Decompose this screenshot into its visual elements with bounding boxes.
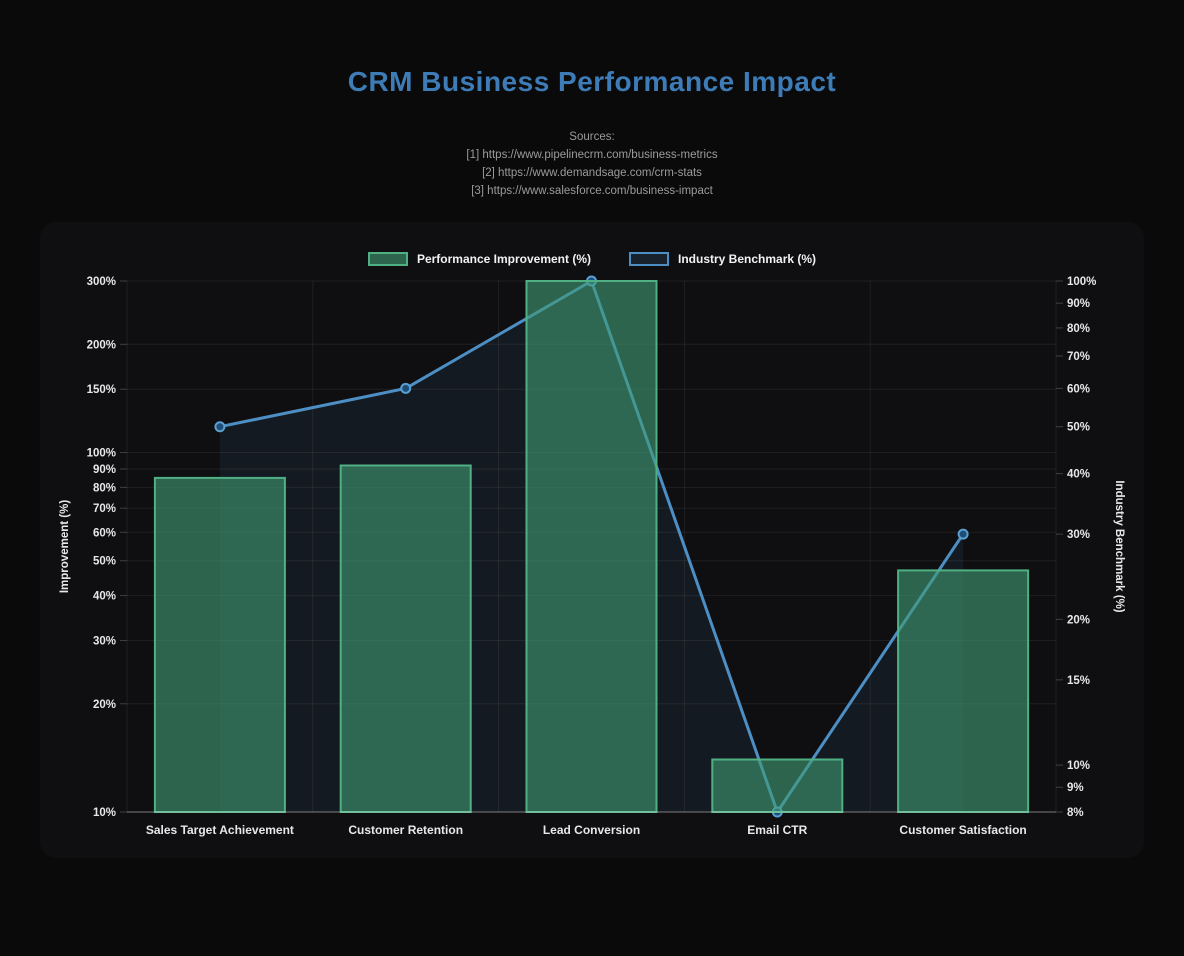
x-axis-label-customer-satisfaction: Customer Satisfaction (899, 823, 1026, 837)
right-axis-tick-8: 8% (1067, 807, 1084, 819)
bar-lead-conversion[interactable] (525, 280, 658, 813)
left-axis-tick-20: 20% (93, 699, 116, 711)
left-axis-tick-10: 10% (93, 807, 116, 819)
left-axis-tick-70: 70% (93, 503, 116, 515)
left-axis-tick-50: 50% (93, 556, 116, 568)
left-axis-tick-80: 80% (93, 482, 116, 494)
source-line-3: [3] https://www.salesforce.com/business-… (471, 185, 713, 197)
right-axis-tick-9: 9% (1067, 782, 1084, 794)
source-line-2: [2] https://www.demandsage.com/crm-stats (482, 167, 702, 179)
x-axis-label-sales-target-achievement: Sales Target Achievement (146, 823, 294, 837)
point-customer-satisfaction[interactable] (957, 528, 969, 540)
right-axis-tick-80: 80% (1067, 323, 1090, 335)
bar-email-ctr[interactable] (711, 758, 844, 813)
bar-customer-retention[interactable] (339, 464, 472, 813)
left-axis-tick-40: 40% (93, 591, 116, 603)
left-axis-title: Improvement (%) (59, 500, 71, 593)
point-customer-retention[interactable] (400, 382, 412, 394)
left-axis-tick-300: 300% (87, 276, 116, 288)
legend-swatch-performance-improvement (367, 252, 408, 266)
legend-item-performance-improvement[interactable]: Performance Improvement (%) (367, 252, 591, 266)
right-axis-title: Industry Benchmark (%) (1113, 480, 1125, 612)
right-axis-tick-60: 60% (1067, 383, 1090, 395)
x-axis-label-email-ctr: Email CTR (747, 823, 807, 837)
left-axis-tick-30: 30% (93, 635, 116, 647)
left-axis-tick-100: 100% (87, 448, 116, 460)
left-axis-tick-90: 90% (93, 464, 116, 476)
legend-item-industry-benchmark[interactable]: Industry Benchmark (%) (629, 252, 816, 266)
right-axis-tick-20: 20% (1067, 614, 1090, 626)
sources-heading: Sources: (569, 131, 615, 143)
right-axis-tick-50: 50% (1067, 422, 1090, 434)
x-axis-label-customer-retention: Customer Retention (348, 823, 463, 837)
bar-customer-satisfaction[interactable] (897, 569, 1030, 813)
left-axis-tick-150: 150% (87, 384, 116, 396)
chart-canvas: 300% 200% 150% 100% 90% 80% 70% 60% 50% 40% 30% 20%… (59, 275, 1125, 837)
chart-panel: Performance Improvement (%) Industry Benc… (40, 222, 1144, 858)
right-axis-tick-15: 15% (1067, 675, 1090, 687)
right-axis-tick-90: 90% (1067, 298, 1090, 310)
x-axis-label-lead-conversion: Lead Conversion (543, 823, 640, 837)
chart-legend: Performance Improvement (%) Industry Benc… (40, 252, 1144, 266)
source-line-1: [1] https://www.pipelinecrm.com/business… (466, 149, 718, 161)
bar-sales-target-achievement[interactable] (153, 476, 286, 813)
right-axis-tick-10: 10% (1067, 760, 1090, 772)
right-axis-tick-100: 100% (1067, 276, 1096, 288)
point-sales-target-achievement[interactable] (214, 421, 226, 433)
right-axis-tick-40: 40% (1067, 469, 1090, 481)
legend-label-industry-benchmark: Industry Benchmark (%) (678, 252, 817, 266)
legend-swatch-industry-benchmark (629, 252, 669, 266)
right-axis-tick-30: 30% (1067, 529, 1090, 541)
right-axis-tick-70: 70% (1067, 351, 1090, 363)
sources-block: Sources: [1] https://www.pipelinecrm.com… (0, 128, 1184, 200)
left-axis-tick-60: 60% (93, 527, 116, 539)
legend-label-performance-improvement: Performance Improvement (%) (416, 252, 591, 266)
left-axis-tick-200: 200% (87, 339, 116, 351)
page-title: CRM Business Performance Impact (347, 66, 837, 97)
